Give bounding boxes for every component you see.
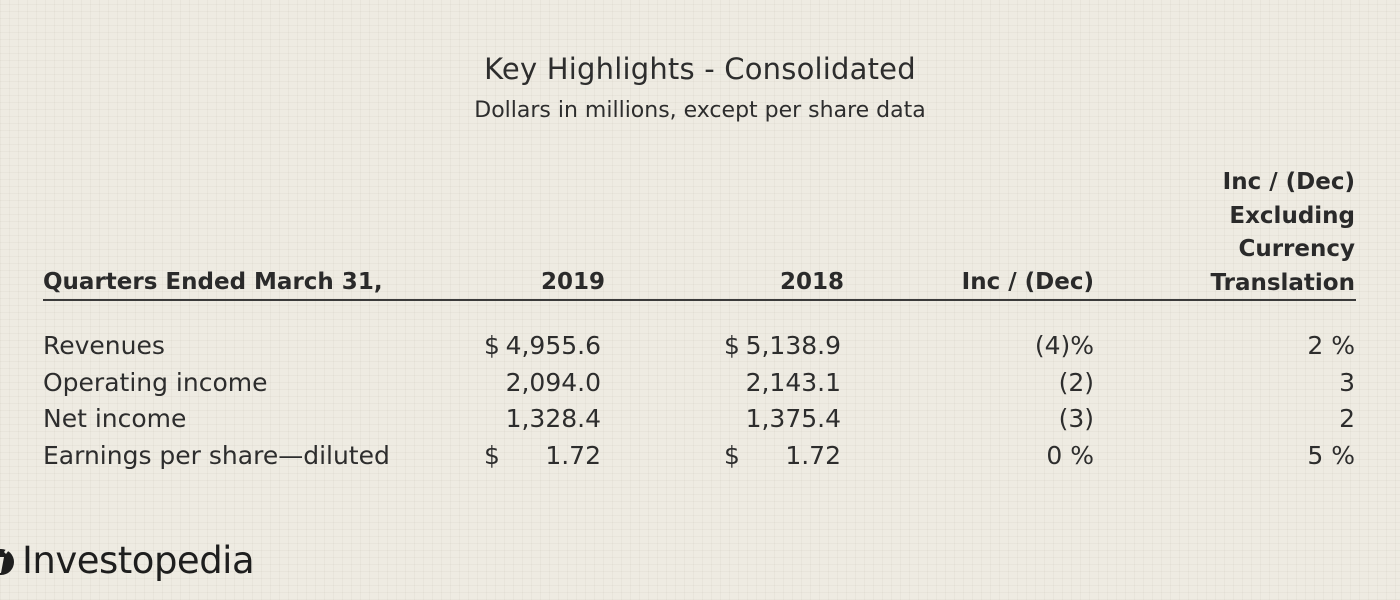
value-2019: 2,094.0 [505, 367, 601, 397]
document-subtitle: Dollars in millions, except per share da… [474, 98, 926, 123]
header-excl-line: Excluding [1229, 202, 1355, 229]
table-row: Revenues $ 4,955.6 $ 5,138.9 (4)% 2 % [0, 328, 1400, 365]
value-excl-currency: 3 [1339, 367, 1355, 397]
dollar-sign-2019: $ [484, 440, 500, 470]
header-2019: 2019 [540, 269, 605, 295]
table-row: Operating income 2,094.0 2,143.1 (2) 3 [0, 365, 1400, 402]
row-label: Net income [43, 404, 187, 433]
header-excl-line: Currency [1238, 236, 1355, 262]
row-label: Earnings per share—diluted [43, 440, 390, 470]
header-2018: 2018 [779, 269, 844, 295]
dollar-sign-2018: $ [724, 331, 740, 360]
header-quarters-label: Quarters Ended March 31, [43, 269, 383, 295]
investopedia-logo: Investopedia [0, 536, 255, 584]
value-2018: 5,138.9 [745, 331, 841, 360]
dollar-sign-2019: $ [484, 331, 500, 360]
value-2018: 1,375.4 [745, 404, 841, 433]
value-excl-currency: 2 % [1307, 331, 1355, 360]
dollar-sign-2018: $ [724, 440, 740, 470]
value-2019: 1,328.4 [505, 404, 601, 433]
value-excl-currency: 5 % [1307, 440, 1355, 470]
value-inc-dec: (4)% [1034, 331, 1094, 360]
value-inc-dec: (3) [1058, 404, 1094, 433]
investopedia-i-icon [0, 544, 14, 575]
row-label: Operating income [43, 367, 268, 397]
value-2018: 2,143.1 [745, 367, 841, 397]
logo-text: Investopedia [22, 538, 255, 582]
header-inc-dec: Inc / (Dec) [961, 269, 1094, 295]
table-row: Earnings per share—diluted $ 1.72 $ 1.72… [0, 438, 1400, 475]
header-excl-line: Inc / (Dec) [1222, 169, 1355, 195]
value-inc-dec: 0 % [1046, 440, 1094, 470]
document-title: Key Highlights - Consolidated [484, 52, 916, 86]
header-excl-line: Translation [1210, 269, 1355, 296]
value-inc-dec: (2) [1058, 367, 1094, 397]
row-label: Revenues [43, 331, 165, 360]
value-excl-currency: 2 [1339, 404, 1355, 433]
value-2018: 1.72 [785, 440, 841, 470]
header-excl-currency: Inc / (Dec) Excluding Currency Translati… [1135, 166, 1355, 300]
value-2019: 4,955.6 [505, 331, 601, 360]
header-rule [43, 299, 1356, 301]
value-2019: 1.72 [545, 440, 601, 470]
table-body: Revenues $ 4,955.6 $ 5,138.9 (4)% 2 % Op… [0, 328, 1400, 474]
table-row: Net income 1,328.4 1,375.4 (3) 2 [0, 401, 1400, 438]
